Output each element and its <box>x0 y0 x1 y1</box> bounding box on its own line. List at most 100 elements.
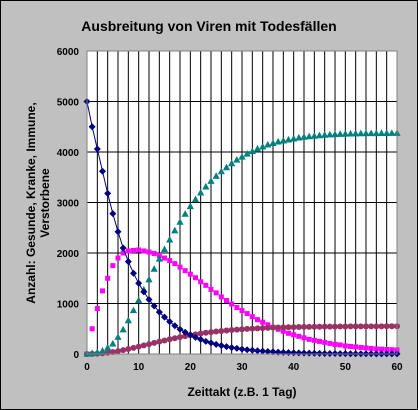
y-tick-label: 2000 <box>57 249 80 260</box>
data-point <box>279 136 287 144</box>
data-point <box>217 167 225 175</box>
data-point <box>295 349 303 357</box>
data-point <box>254 347 261 355</box>
y-tick-label: 0 <box>73 350 79 361</box>
data-point <box>114 228 122 236</box>
data-point <box>150 265 158 272</box>
data-point <box>300 133 308 140</box>
data-point <box>176 325 184 333</box>
data-point <box>274 137 282 145</box>
data-point <box>125 248 131 254</box>
data-point <box>337 342 343 348</box>
data-point <box>223 343 230 351</box>
data-point <box>187 271 193 277</box>
data-point <box>207 339 215 347</box>
y-tick-labels: 0 1000 2000 3000 4000 5000 6000 <box>57 47 80 361</box>
data-point <box>311 323 318 330</box>
data-point <box>378 323 385 330</box>
data-point <box>311 337 317 343</box>
data-point <box>384 346 390 352</box>
data-point <box>290 324 297 331</box>
data-point <box>352 129 360 137</box>
data-point <box>171 335 178 342</box>
data-point <box>166 235 174 243</box>
data-point <box>197 330 204 337</box>
data-point <box>291 332 297 338</box>
x-tick-label: 60 <box>391 362 403 373</box>
data-point <box>305 349 313 357</box>
data-point <box>259 325 266 332</box>
data-point <box>306 323 313 330</box>
data-point <box>186 202 194 210</box>
data-point <box>316 349 323 357</box>
data-point <box>383 129 391 136</box>
data-point <box>306 336 312 342</box>
data-point <box>109 339 117 347</box>
data-point <box>197 335 205 343</box>
data-point <box>104 189 112 197</box>
data-point <box>316 323 323 330</box>
data-point <box>362 129 370 137</box>
data-point <box>171 226 179 234</box>
data-point <box>336 130 344 137</box>
data-point <box>109 348 116 355</box>
data-point <box>264 347 272 355</box>
data-point <box>305 132 313 140</box>
data-point <box>348 343 353 349</box>
data-point <box>99 167 106 175</box>
data-point <box>207 177 215 184</box>
chart-title: Ausbreitung von Viren mit Todesfällen <box>81 18 336 34</box>
y-tick-label: 4000 <box>57 148 80 159</box>
data-point <box>223 327 230 334</box>
data-point <box>191 195 200 203</box>
data-point <box>198 279 204 285</box>
grid <box>87 51 397 354</box>
data-point <box>322 339 328 345</box>
data-point <box>155 308 163 316</box>
data-point <box>238 153 246 160</box>
data-point <box>140 288 148 296</box>
data-point <box>238 345 246 353</box>
data-point <box>244 311 250 317</box>
data-point <box>342 343 348 349</box>
data-point <box>145 275 153 283</box>
data-point <box>120 347 127 354</box>
data-point <box>331 130 339 138</box>
data-point <box>259 347 267 355</box>
data-point <box>161 337 168 344</box>
data-point <box>326 349 334 357</box>
data-point <box>363 345 369 351</box>
data-point <box>342 323 349 330</box>
data-point <box>130 344 137 351</box>
data-point <box>146 341 152 348</box>
data-point <box>346 129 355 137</box>
data-point <box>377 129 386 137</box>
data-point <box>310 132 318 139</box>
data-point <box>229 301 235 307</box>
data-point <box>259 142 267 150</box>
data-point <box>155 255 163 262</box>
data-point <box>296 333 302 339</box>
data-point <box>357 323 364 330</box>
data-point <box>368 345 374 351</box>
data-point <box>181 210 189 217</box>
data-point <box>208 286 214 292</box>
data-point <box>301 323 307 330</box>
data-point <box>213 290 219 296</box>
data-point <box>233 344 241 352</box>
data-point <box>135 279 143 287</box>
data-point <box>181 328 189 336</box>
data-point <box>389 347 395 353</box>
data-point <box>141 248 147 254</box>
data-point <box>213 328 220 335</box>
data-point <box>286 330 291 336</box>
data-point <box>109 210 117 218</box>
x-tick-labels: 0 10 20 30 40 50 60 <box>84 362 403 373</box>
data-point <box>115 255 121 261</box>
data-point <box>150 302 158 310</box>
data-point <box>301 335 307 341</box>
data-point <box>119 244 127 252</box>
data-point <box>217 342 225 350</box>
data-point <box>310 349 318 357</box>
